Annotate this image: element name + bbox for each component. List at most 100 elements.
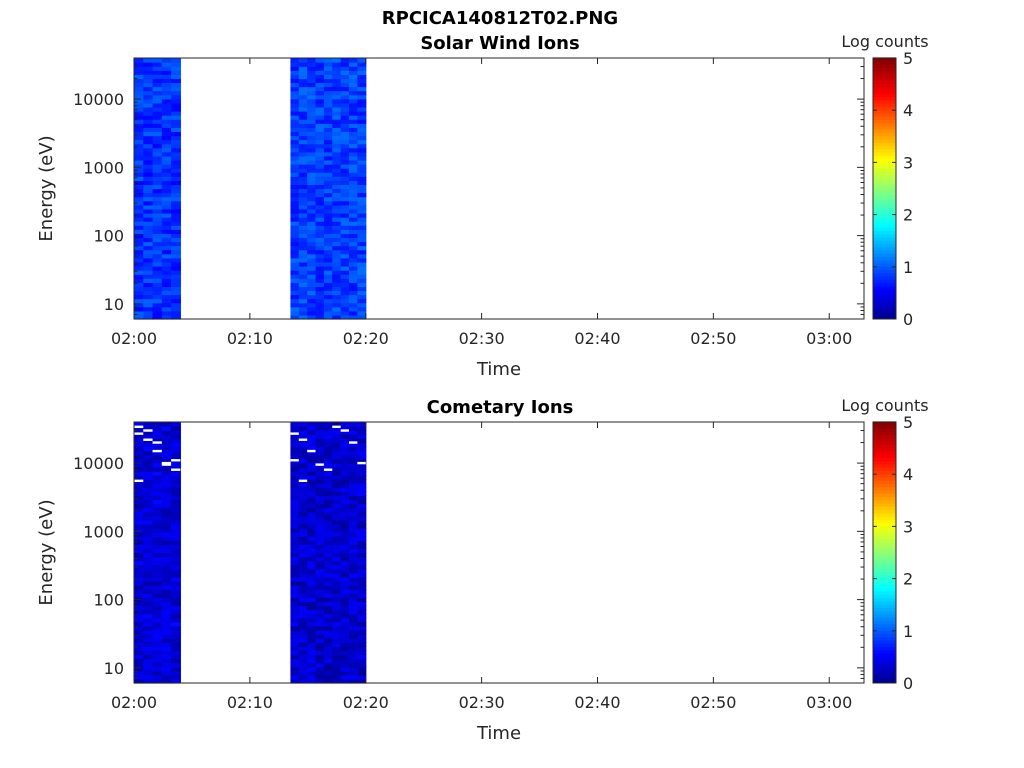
- heatmap-cell: [134, 257, 144, 263]
- heatmap-cell: [357, 58, 367, 63]
- colorbar-swatch: [873, 454, 896, 458]
- gap-line: [323, 468, 333, 471]
- heatmap-cell: [357, 523, 367, 529]
- heatmap-cell: [290, 82, 300, 88]
- heatmap-cell: [161, 196, 172, 202]
- colorbar-swatch: [873, 60, 896, 65]
- heatmap-cell: [171, 94, 181, 100]
- heatmap-cell: [307, 560, 317, 566]
- heatmap-cell: [290, 638, 300, 643]
- heatmap-cell: [290, 241, 300, 247]
- heatmap-cell: [290, 237, 300, 243]
- heatmap-cell: [143, 115, 154, 120]
- heatmap-cell: [340, 131, 350, 137]
- gap-line: [134, 425, 144, 429]
- heatmap-cell: [143, 131, 154, 137]
- heatmap-cell: [298, 536, 308, 541]
- heatmap-cell: [161, 225, 172, 230]
- colorbar-swatch: [873, 597, 896, 602]
- heatmap-cell: [171, 560, 181, 566]
- heatmap-cell: [357, 139, 367, 145]
- heatmap-cell: [357, 662, 367, 668]
- heatmap-cell: [340, 634, 350, 639]
- heatmap-cell: [290, 196, 300, 202]
- heatmap-cell: [332, 629, 342, 635]
- heatmap-cell: [340, 507, 350, 513]
- heatmap-cell: [332, 204, 342, 210]
- colorbar-tick-label: 3: [903, 153, 913, 172]
- heatmap-cell: [298, 127, 308, 133]
- heatmap-cell: [161, 678, 172, 684]
- heatmap-cell: [315, 115, 325, 120]
- heatmap-cell: [161, 491, 172, 497]
- heatmap-cell: [143, 155, 154, 161]
- heatmap-cell: [143, 70, 154, 75]
- heatmap-cell: [315, 629, 325, 635]
- heatmap-cell: [357, 654, 367, 660]
- heatmap-cell: [357, 658, 367, 664]
- heatmap-cell: [171, 552, 181, 558]
- heatmap-cell: [152, 609, 163, 615]
- heatmap-cell: [323, 106, 333, 112]
- heatmap-cell: [134, 548, 144, 554]
- heatmap-cell: [357, 302, 367, 308]
- heatmap-cell: [323, 552, 333, 558]
- heatmap-cell: [349, 78, 358, 84]
- heatmap-cell: [171, 613, 181, 619]
- heatmap-cell: [152, 475, 163, 480]
- heatmap-cell: [332, 192, 342, 198]
- colorbar-swatch: [873, 184, 896, 189]
- heatmap-cell: [349, 617, 358, 623]
- heatmap-cell: [134, 544, 144, 550]
- heatmap-cell: [143, 143, 154, 149]
- colorbar-swatch: [873, 96, 896, 101]
- heatmap-cell: [161, 475, 172, 480]
- heatmap-cell: [298, 147, 308, 153]
- heatmap-cell: [357, 434, 367, 439]
- heatmap-cell: [298, 233, 308, 239]
- heatmap-cell: [134, 634, 144, 639]
- heatmap-cell: [340, 589, 350, 594]
- colorbar-tick-label: 5: [903, 413, 913, 432]
- heatmap-cell: [357, 298, 367, 304]
- heatmap-cell: [357, 257, 367, 263]
- heatmap-cell: [143, 102, 154, 108]
- heatmap-cell: [290, 225, 300, 230]
- heatmap-cell: [349, 233, 358, 239]
- heatmap-cell: [307, 466, 317, 472]
- heatmap-cell: [298, 491, 308, 497]
- heatmap-cell: [290, 503, 300, 509]
- heatmap-cell: [143, 589, 154, 594]
- heatmap-cell: [161, 176, 172, 181]
- heatmap-cell: [349, 670, 358, 676]
- heatmap-cell: [161, 119, 172, 124]
- heatmap-cell: [298, 454, 308, 460]
- heatmap-cell: [161, 532, 172, 537]
- heatmap-cell: [143, 621, 154, 627]
- colorbar-swatch: [873, 473, 896, 478]
- heatmap-cell: [340, 528, 350, 533]
- x-tick-label: 03:00: [806, 329, 852, 348]
- heatmap-cell: [357, 147, 367, 153]
- heatmap-cell: [134, 434, 144, 439]
- heatmap-cell: [171, 102, 181, 108]
- heatmap-cell: [332, 200, 342, 206]
- heatmap-cell: [143, 568, 154, 574]
- heatmap-cell: [290, 568, 300, 574]
- colorbar-swatch: [873, 568, 896, 573]
- heatmap-cell: [290, 131, 300, 137]
- heatmap-cell: [171, 568, 181, 574]
- heatmap-cell: [171, 479, 181, 484]
- heatmap-cell: [298, 658, 308, 664]
- heatmap-cell: [143, 658, 154, 664]
- heatmap-cell: [143, 515, 154, 521]
- heatmap-cell: [357, 430, 367, 435]
- heatmap-cell: [152, 564, 163, 570]
- heatmap-cell: [323, 646, 333, 651]
- heatmap-cell: [134, 650, 144, 656]
- heatmap-cell: [332, 245, 342, 251]
- heatmap-cell: [152, 454, 163, 460]
- heatmap-cell: [298, 666, 308, 672]
- heatmap-cell: [161, 625, 172, 631]
- heatmap-cell: [349, 593, 358, 598]
